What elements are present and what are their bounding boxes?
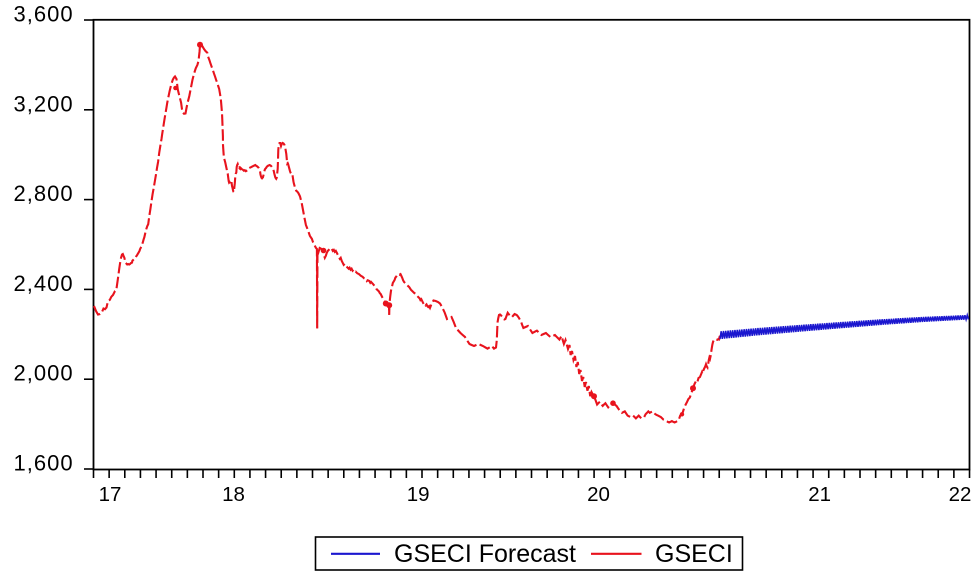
svg-text:2,000: 2,000 [14, 361, 74, 386]
svg-text:2,400: 2,400 [14, 271, 74, 296]
svg-text:2,800: 2,800 [14, 181, 74, 206]
svg-text:18: 18 [222, 483, 245, 506]
svg-text:20: 20 [587, 483, 610, 506]
svg-text:3,200: 3,200 [14, 91, 74, 116]
svg-text:3,600: 3,600 [14, 2, 74, 27]
svg-text:22: 22 [949, 483, 972, 506]
svg-text:17: 17 [99, 483, 122, 506]
svg-text:19: 19 [407, 483, 430, 506]
svg-text:21: 21 [808, 483, 831, 506]
svg-text:1,600: 1,600 [14, 451, 74, 476]
svg-text:GSECI Forecast: GSECI Forecast [394, 540, 576, 568]
svg-text:GSECI: GSECI [655, 540, 733, 568]
